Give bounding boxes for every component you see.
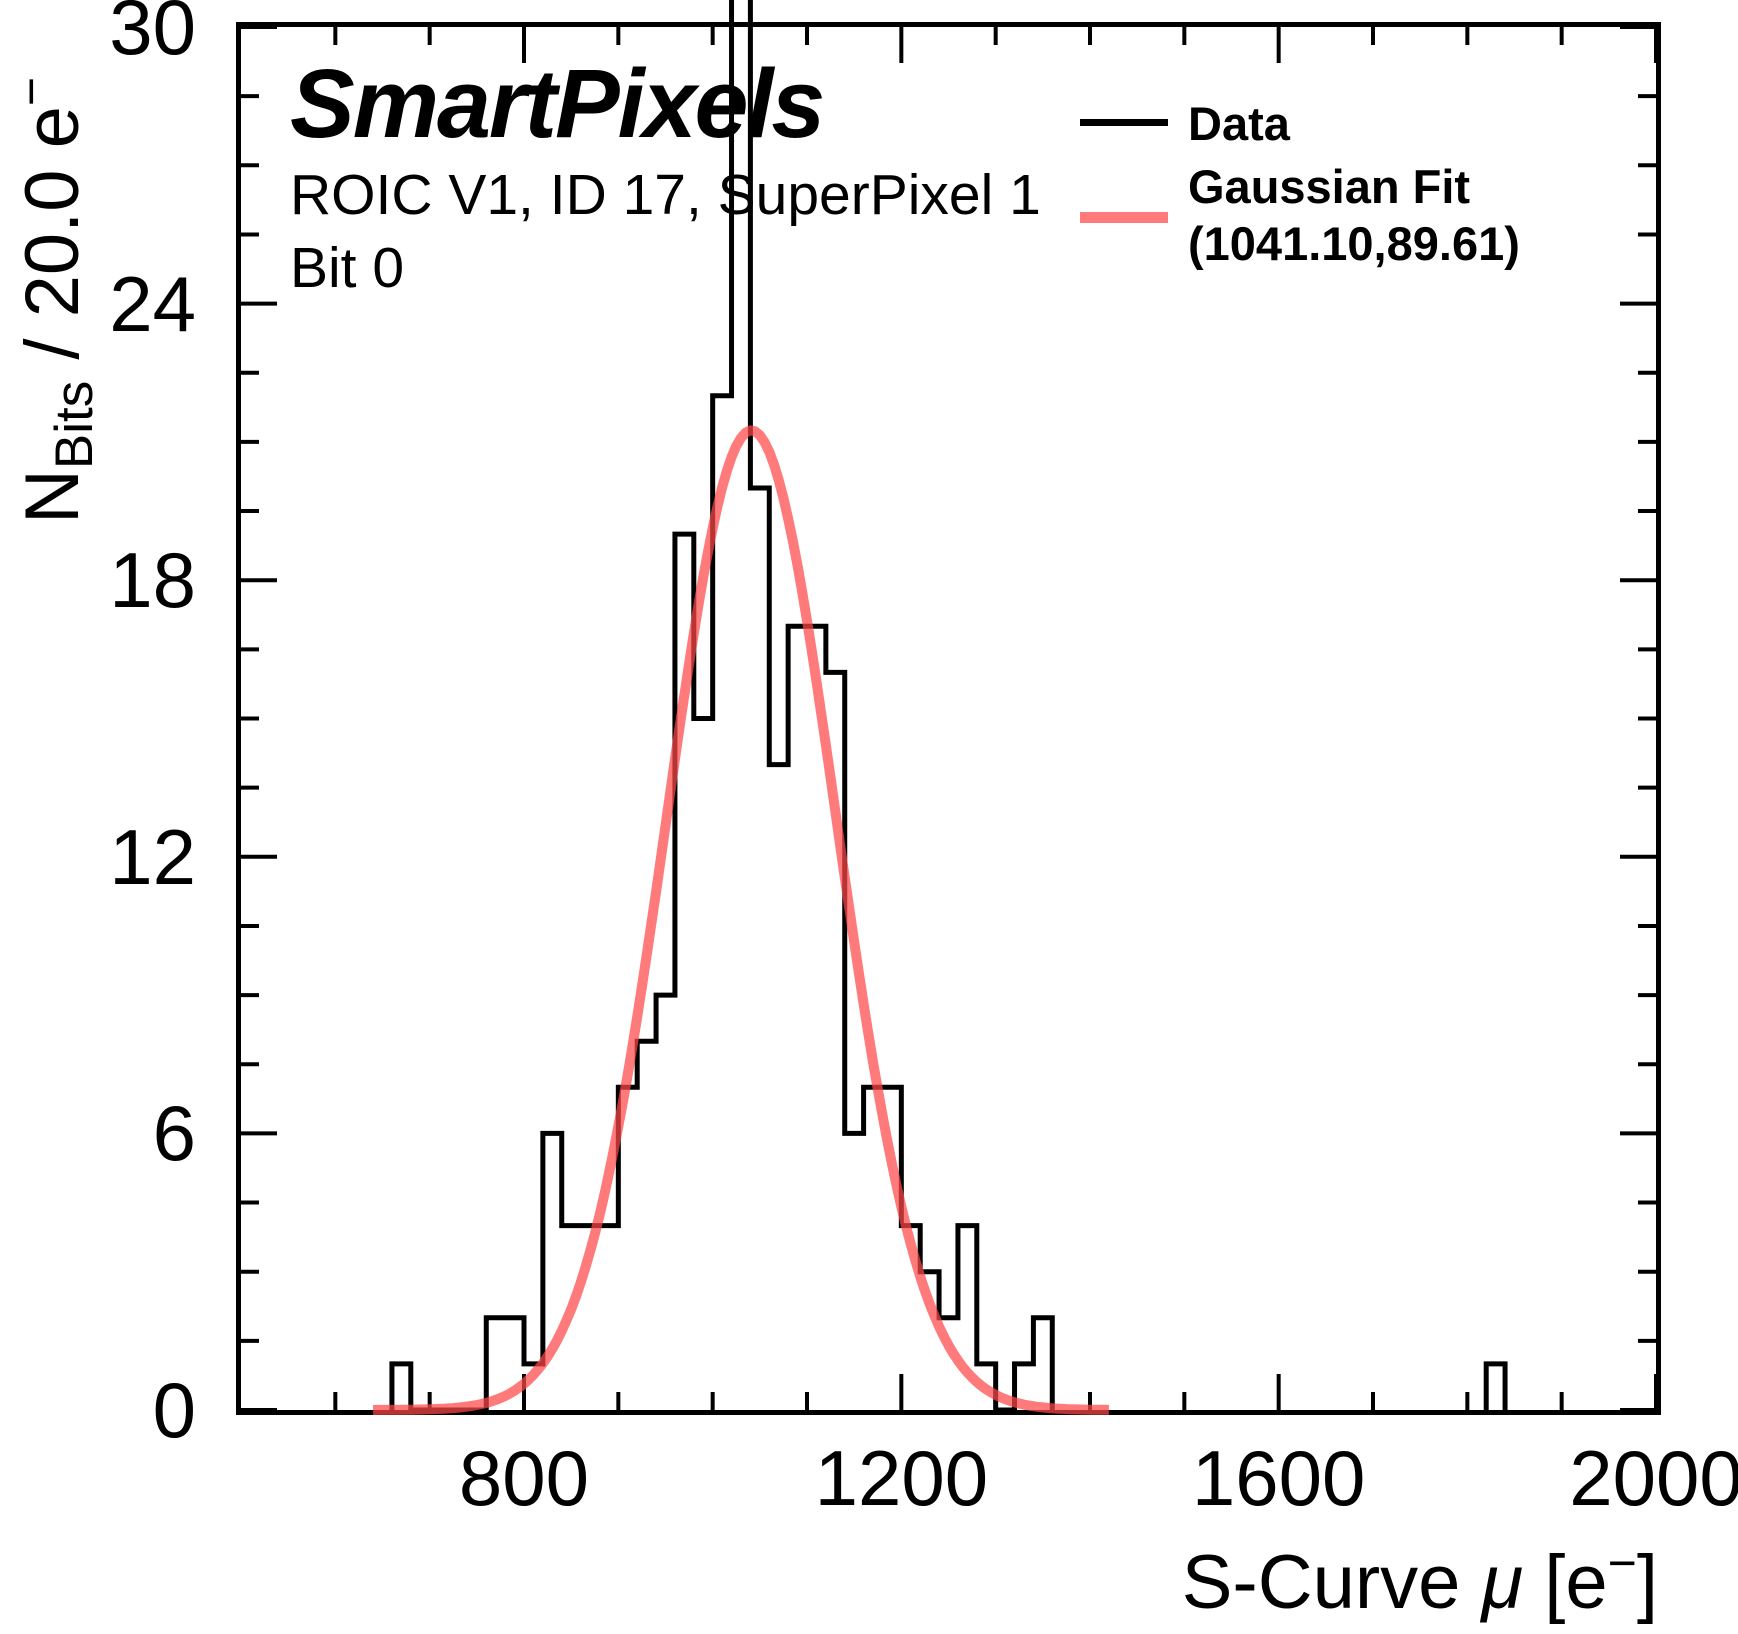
y-tick-label-12: 12 (109, 812, 196, 901)
y-tick-label-6: 6 (152, 1089, 196, 1178)
legend-fit-name: Gaussian Fit (1188, 160, 1471, 213)
x-tick-label-1200: 1200 (814, 1434, 989, 1522)
data-line-sample (1080, 119, 1168, 126)
x-axis-title-bracket: ] (1636, 1540, 1658, 1625)
y-tick-label-24: 24 (109, 259, 196, 348)
gaussian-fit-curve (372, 425, 1110, 1415)
y-tick-label-30: 30 (109, 0, 196, 71)
y-axis-title-subscript: Bits (45, 380, 104, 470)
legend-fit-params: (1041.10,89.61) (1188, 217, 1520, 270)
x-axis-title-text: S-Curve (1181, 1540, 1482, 1625)
data-histogram (1483, 1361, 1508, 1410)
data-histogram (389, 0, 1055, 1413)
x-axis-title-superscript: − (1607, 1535, 1637, 1591)
plot-subtitle: ROIC V1, ID 17, SuperPixel 1 (290, 163, 1041, 227)
plot-frame (236, 22, 1661, 1415)
y-axis-title-superscript: − (3, 76, 59, 107)
x-tick-label-2000: 2000 (1569, 1434, 1738, 1522)
x-tick-label-800: 800 (458, 1434, 590, 1522)
plot-brand: SmartPixels (290, 49, 825, 158)
y-tick-label-0: 0 (152, 1366, 196, 1454)
gaussian-fit-line-sample (1080, 212, 1168, 223)
legend-label-data: Data (1188, 97, 1290, 150)
x-axis-title-units: [e (1523, 1540, 1608, 1625)
plot-subtitle-bit: Bit 0 (290, 236, 405, 300)
y-axis-title-symbol: N (10, 469, 95, 524)
legend-label-gaussian-fit: Gaussian Fit (1041.10,89.61) (1188, 158, 1520, 272)
title-block: SmartPixels ROIC V1, ID 17, SuperPixel 1… (290, 52, 1041, 302)
x-tick-label-1600: 1600 (1191, 1434, 1366, 1522)
histogram-canvas (241, 0, 1658, 1415)
x-axis-title: S-Curve μ [e−] (1181, 1538, 1658, 1625)
x-axis-title-mu: μ (1481, 1540, 1524, 1625)
y-tick-label-18: 18 (109, 536, 196, 625)
